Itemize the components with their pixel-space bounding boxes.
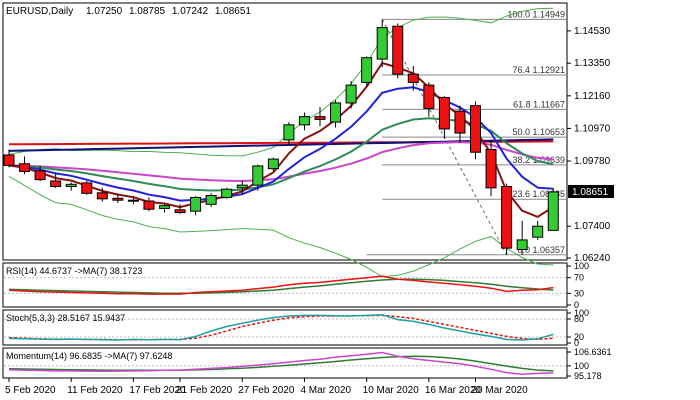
candle-bear bbox=[407, 73, 419, 83]
price-tick-label: 1.09780 bbox=[574, 156, 611, 167]
price-tick-label: 1.12160 bbox=[574, 91, 611, 102]
rsi-tick-label: 30 bbox=[574, 288, 584, 298]
price-tick-label: 1.07400 bbox=[574, 221, 611, 232]
candle-bull bbox=[361, 57, 373, 83]
current-price-label: 1.08651 bbox=[572, 187, 609, 198]
momentum-line bbox=[8, 351, 554, 376]
time-tick-label: 21 Feb 2020 bbox=[176, 385, 233, 396]
fib-level-label: 76.4 1.12921 bbox=[512, 65, 565, 75]
price-axis: 1.14530 1.13350 1.12160 1.10970 1.09780 1.074… bbox=[567, 26, 611, 264]
candle-bear bbox=[454, 110, 466, 134]
candle-bull bbox=[159, 205, 170, 209]
price-tick-label: 1.06240 bbox=[574, 253, 611, 264]
ohlc-open: 1.07250 bbox=[86, 6, 123, 17]
candle-bull bbox=[236, 184, 248, 189]
time-tick-label: 17 Feb 2020 bbox=[129, 385, 186, 396]
candle-bull bbox=[205, 195, 217, 205]
candle-bear bbox=[50, 180, 62, 187]
candle-bull bbox=[267, 158, 279, 170]
candle-bear bbox=[96, 192, 108, 200]
candle-bear bbox=[3, 154, 15, 166]
rsi-tick-label: 100 bbox=[574, 261, 589, 271]
candle-bear bbox=[314, 116, 326, 120]
candle-bull bbox=[345, 84, 357, 104]
ohlc-close: 1.08651 bbox=[215, 6, 252, 17]
candle-bear bbox=[127, 199, 139, 202]
momentum-tick-label: 95.178 bbox=[574, 371, 602, 381]
rsi-label: RSI(14) 44.6737 ->MA(7) 38.1723 bbox=[6, 266, 142, 276]
candle-bear bbox=[501, 185, 513, 249]
time-tick-label: 5 Feb 2020 bbox=[5, 385, 56, 396]
price-tick-label: 1.13350 bbox=[574, 58, 611, 69]
candle-bear bbox=[423, 84, 435, 109]
momentum-tick-label: 100 bbox=[574, 361, 589, 371]
fib-level-label: 50.0 1.10653 bbox=[512, 127, 565, 137]
candle-bull bbox=[190, 196, 202, 212]
stoch-tick-label: 0 bbox=[574, 338, 579, 348]
rsi-tick-label: 70 bbox=[574, 273, 584, 283]
ohlc-low: 1.07242 bbox=[172, 6, 209, 17]
stoch-tick-label: 80 bbox=[574, 314, 584, 324]
time-tick-label: 20 Mar 2020 bbox=[472, 385, 529, 396]
stoch-k-line bbox=[8, 314, 554, 341]
ma-violet-line bbox=[8, 141, 554, 183]
fib-level-label: 23.6 1.08385 bbox=[512, 189, 565, 199]
time-tick-label: 16 Mar 2020 bbox=[425, 385, 482, 396]
momentum-label: Momentum(14) 96.6835 ->MA(7) 97.6248 bbox=[6, 351, 172, 361]
stoch-panel-frame bbox=[2, 309, 568, 346]
candle-bull bbox=[376, 27, 388, 60]
candle-bear bbox=[438, 96, 450, 130]
time-tick-label: 10 Mar 2020 bbox=[363, 385, 420, 396]
candle-bull bbox=[283, 124, 295, 141]
candle-bull bbox=[221, 188, 233, 198]
momentum-panel-frame bbox=[2, 347, 568, 379]
ohlc-high: 1.08785 bbox=[129, 6, 166, 17]
candle-bear bbox=[143, 200, 155, 210]
ema-blue-line bbox=[8, 86, 554, 202]
current-price-box bbox=[568, 185, 614, 198]
candle-bear bbox=[485, 149, 497, 189]
rsi-tick-label: 0 bbox=[574, 300, 579, 310]
fib-level-label: 100.0 1.14949 bbox=[507, 9, 565, 19]
candle-bull bbox=[547, 191, 559, 231]
momentum-tick-label: 106.6361 bbox=[574, 347, 612, 357]
candle-bull bbox=[532, 225, 544, 238]
candle-bear bbox=[19, 163, 31, 172]
symbol-title: EURUSD,Daily bbox=[6, 6, 73, 17]
candle-bear bbox=[34, 170, 46, 181]
price-panel-frame bbox=[2, 2, 568, 261]
candle-bear bbox=[174, 209, 186, 214]
time-tick-label: 27 Feb 2020 bbox=[238, 385, 295, 396]
candle-bear bbox=[392, 25, 404, 75]
price-tick-label: 1.14530 bbox=[574, 26, 611, 37]
fib-level-label: 38.2 1.09639 bbox=[512, 155, 565, 165]
ohlc-readout: 1.07250 1.08785 1.07242 1.08651 bbox=[86, 6, 251, 17]
time-tick-label: 11 Feb 2020 bbox=[67, 385, 123, 396]
candle-bear bbox=[112, 197, 124, 201]
candle-bear bbox=[81, 182, 93, 194]
candle-bull bbox=[65, 183, 77, 187]
price-tick-label: 1.10970 bbox=[574, 123, 611, 134]
candle-bear bbox=[470, 105, 481, 153]
bollinger-upper-line bbox=[8, 7, 554, 157]
candlesticks bbox=[3, 19, 559, 255]
stoch-label: Stoch(5,3,3) 28.5167 15.9437 bbox=[6, 313, 125, 323]
candle-bull bbox=[252, 165, 264, 186]
candle-bull bbox=[516, 239, 528, 251]
rsi-panel-frame bbox=[2, 262, 568, 308]
time-tick-label: 4 Mar 2020 bbox=[300, 385, 351, 396]
bollinger-lower-line bbox=[8, 175, 554, 278]
rsi-ma-line bbox=[8, 278, 554, 295]
stoch-tick-label: 100 bbox=[574, 308, 589, 318]
fib-level-label: 0.0 1.06357 bbox=[517, 245, 565, 255]
candle-bull bbox=[330, 102, 342, 123]
candle-bull bbox=[298, 116, 310, 126]
rsi-line bbox=[8, 275, 554, 295]
momentum-ma-line bbox=[8, 355, 554, 372]
fib-level-label: 61.8 1.11667 bbox=[513, 99, 565, 109]
stoch-tick-label: 20 bbox=[574, 332, 584, 342]
